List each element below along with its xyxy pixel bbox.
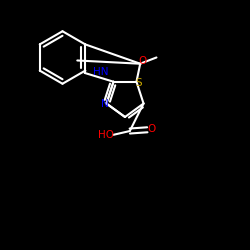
Text: HN: HN — [93, 67, 108, 77]
Text: S: S — [135, 78, 142, 88]
Text: O: O — [148, 124, 156, 134]
Text: O: O — [138, 56, 146, 66]
Text: N: N — [100, 98, 108, 108]
Text: HO: HO — [98, 130, 114, 140]
